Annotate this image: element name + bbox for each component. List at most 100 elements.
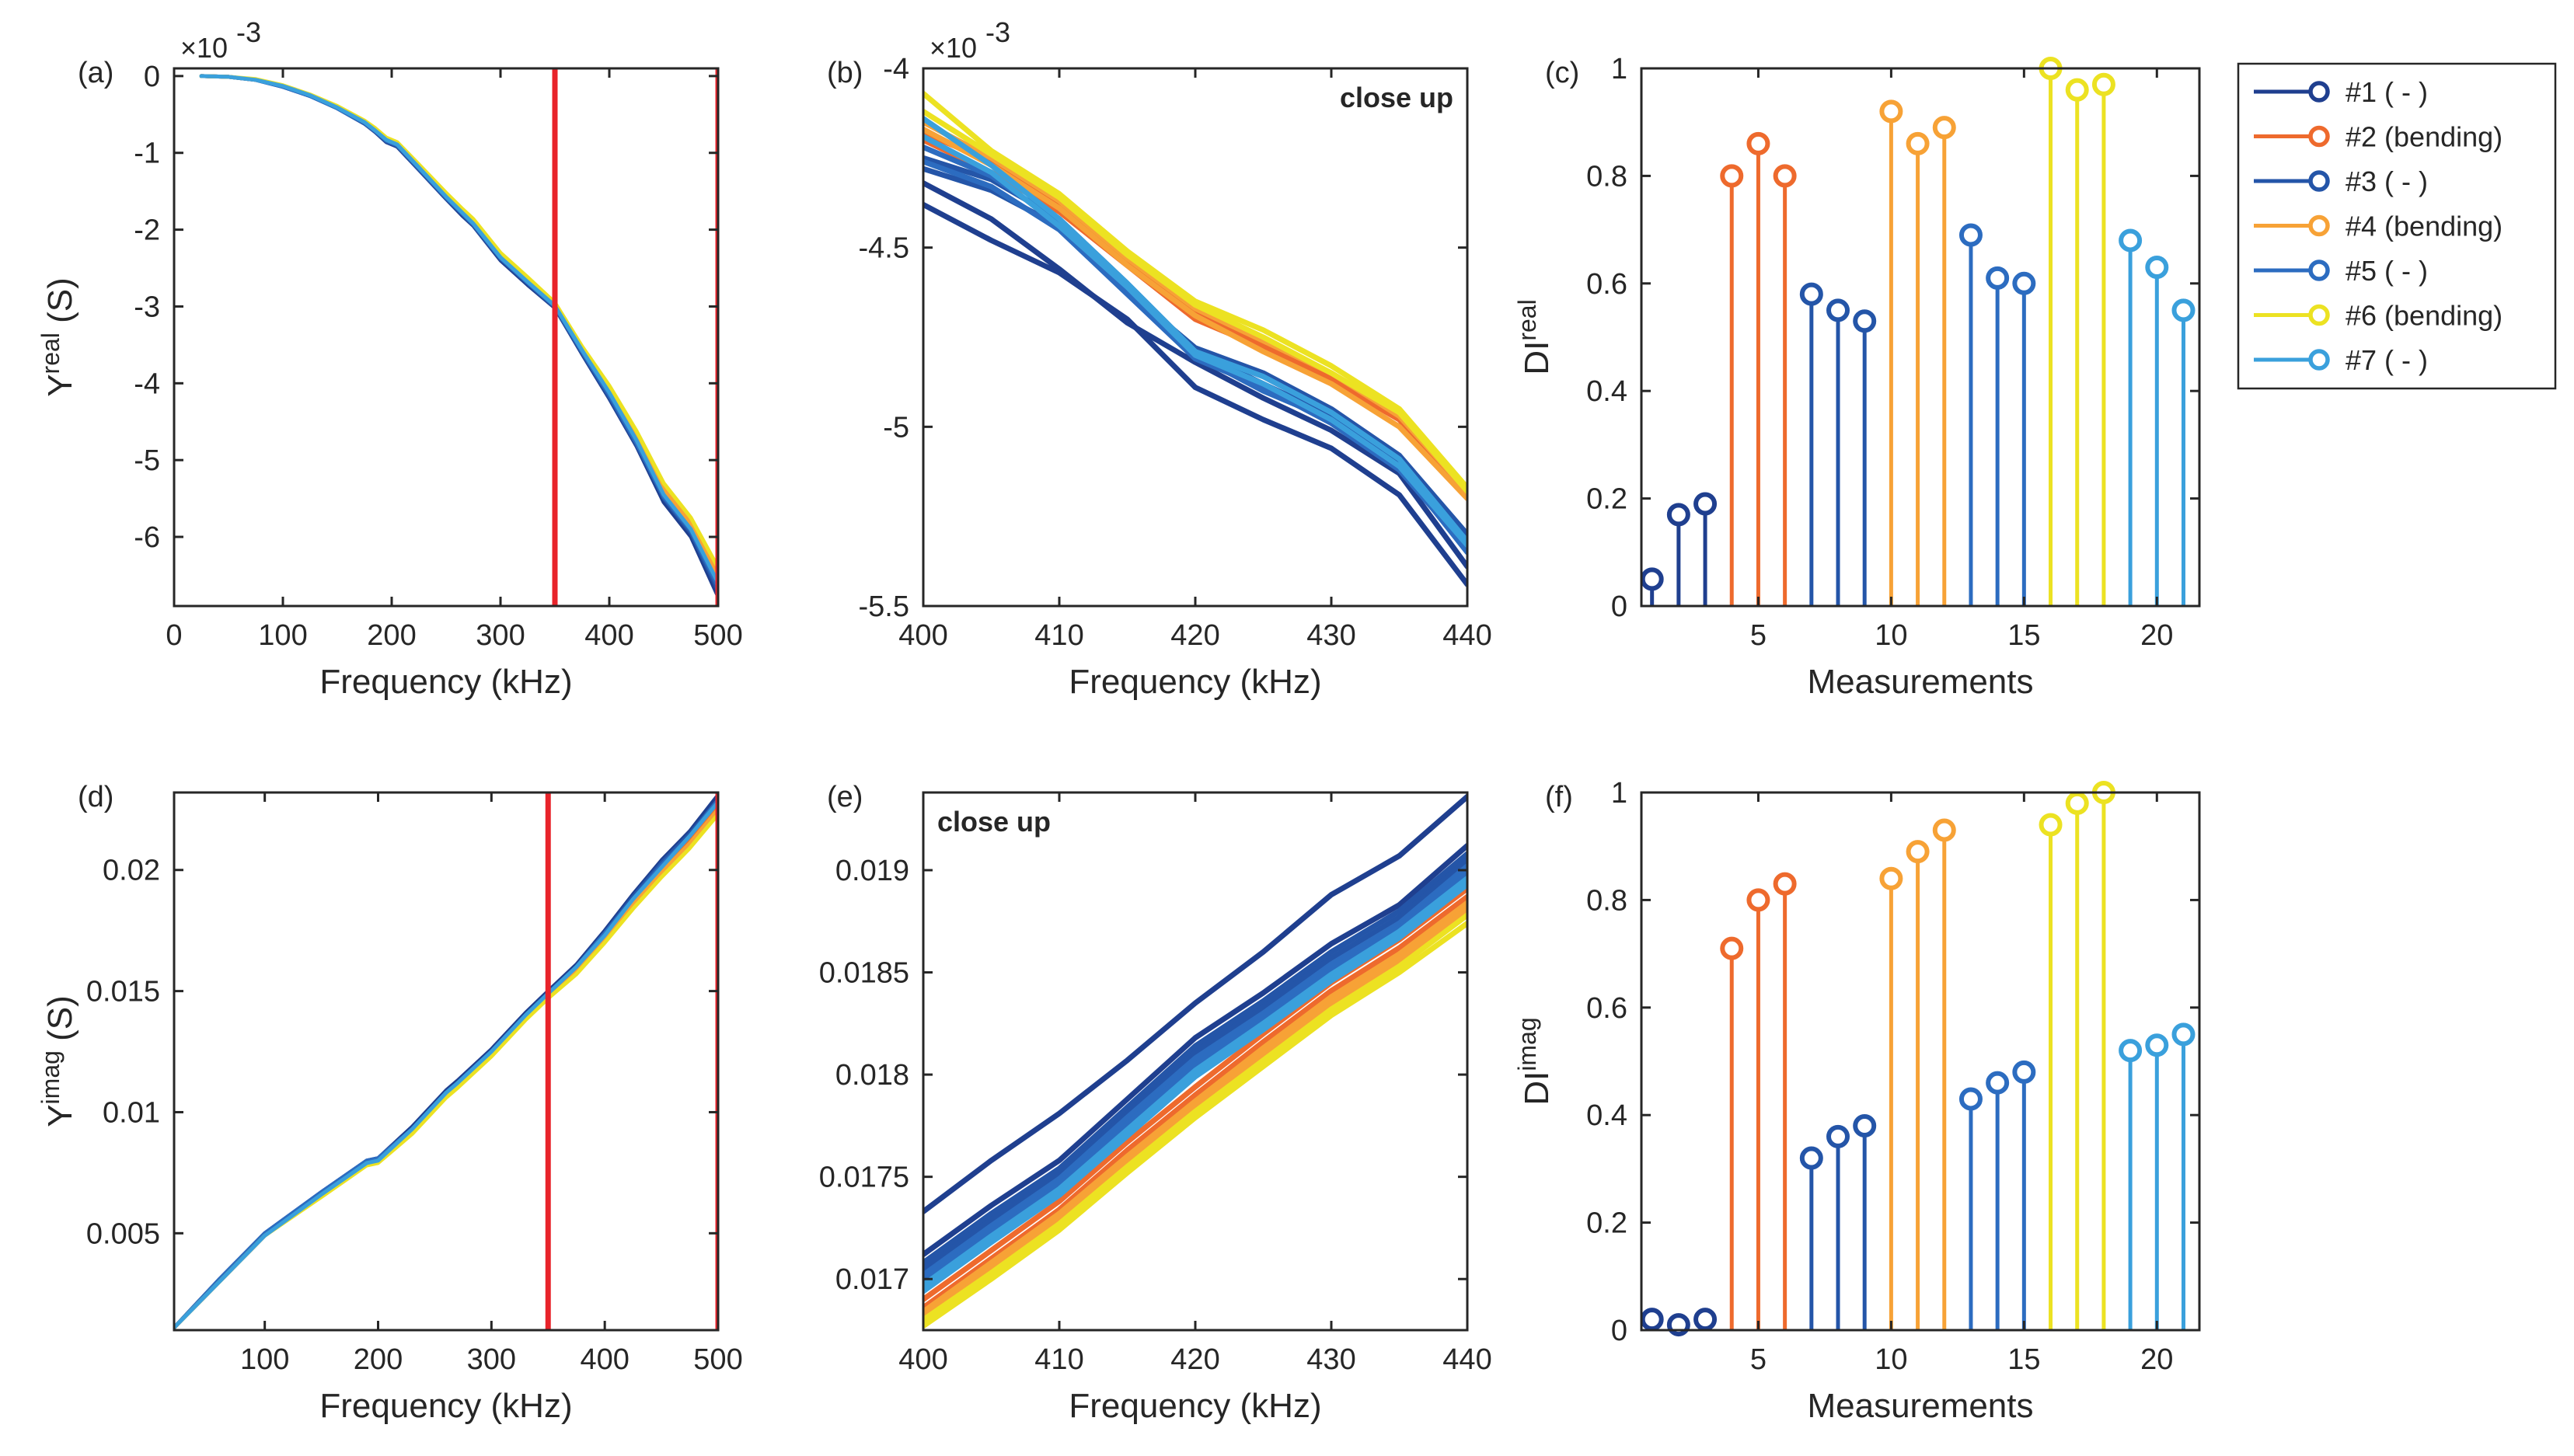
close-up-annotation: close up [937,806,1051,838]
series-line-2 [923,180,1467,570]
series-line-8 [923,906,1467,1319]
x-tick-label: 400 [580,1343,629,1376]
exponent-label: ×10 [930,32,977,64]
legend: #1 ( - ) #2 (bending) #3 ( - ) #4 (bending)… [2237,62,2557,390]
series-line-10 [923,869,1467,1284]
y-tick-label: 0 [144,61,160,93]
y-tick-label: -2 [134,214,160,247]
x-tick-label: 0 [166,619,182,652]
x-tick-label: 400 [898,619,947,652]
series-line-2 [174,805,718,1330]
legend-entry-4: #4 (bending) [2346,211,2502,242]
y-axis-label-unit: (S) [41,995,79,1050]
x-tick-label: 10 [1875,1343,1907,1376]
stem-marker-4 [1720,936,1744,960]
y-axis-label-main: DI [1518,1071,1556,1106]
x-tick-label: 430 [1306,619,1355,652]
y-tick-label: 0.005 [86,1217,160,1250]
x-axis-label: Frequency (kHz) [319,1387,572,1425]
series-line-11 [923,90,1467,491]
y-axis-label-superscript: imag [1513,1017,1541,1071]
y-axis-label-unit: (S) [41,277,79,333]
x-tick-label: 200 [367,619,416,652]
stem-marker-6 [1773,872,1797,896]
x-tick-label: 200 [354,1343,403,1376]
legend-entry-3: #3 ( - ) [2346,165,2428,197]
panel-c: 5 10 15 20 0 0.2 0.4 0.6 0.8 1 Measurements (c) DIre… [1513,53,2201,701]
y-tick-label: 0.0185 [819,957,909,990]
panel-e: 400 410 420 430 440 0.017 0.0175 0.018 0.0185 0.0… [819,781,1492,1425]
stem-marker-5 [1746,131,1770,155]
y-axis-label: Yreal (S) [37,277,79,397]
axes-box [1640,67,2201,608]
y-tick-label: 0.018 [835,1059,909,1092]
legend-entry-5: #5 ( - ) [2346,255,2428,287]
y-axis-label: DIimag [1513,1017,1556,1105]
stem-marker-10 [1879,866,1903,890]
series-line-5 [923,851,1467,1266]
x-tick-label: 300 [476,619,525,652]
stem-marker-1 [1640,567,1664,591]
series-line-5 [174,797,718,1330]
stem-marker-12 [1932,116,1956,140]
panel-label: (e) [827,781,863,813]
series-line-7 [923,900,1467,1315]
legend-marker-7 [2308,349,2330,371]
y-axis-label-main: DI [1518,341,1556,375]
stem-marker-9 [1853,1114,1877,1138]
y-tick-label: 0.6 [1586,268,1627,301]
y-tick-label: 0.01 [103,1096,160,1129]
axes-box [173,67,720,608]
y-tick-label: 0.015 [86,976,160,1008]
y-tick-label: -5 [883,411,909,444]
plot-area [923,90,1467,587]
y-tick-label: 0 [1611,1315,1627,1347]
series-line-12 [923,912,1467,1323]
series-line-2 [923,842,1467,1258]
y-tick-label: 0.4 [1586,1099,1627,1132]
x-tick-label: 440 [1442,1343,1491,1376]
panel-label: (d) [78,781,113,813]
y-tick-label: 0.2 [1586,1207,1627,1240]
stem-marker-8 [1826,298,1850,322]
y-tick-label: -1 [134,138,160,170]
series-line-3 [174,797,718,1330]
x-tick-label: 420 [1170,1343,1219,1376]
stem-marker-3 [1693,492,1718,516]
x-axis-label: Measurements [1807,663,2033,701]
x-tick-label: 15 [2007,619,2040,652]
series-line-14 [923,134,1467,549]
y-tick-label: -4 [883,53,909,85]
plot-area [174,792,718,1330]
x-tick-label: 15 [2007,1343,2040,1376]
series-line-8 [923,126,1467,502]
y-tick-label: 0.4 [1586,375,1627,408]
stem-marker-7 [1799,282,1823,306]
panel-label: (a) [78,57,113,89]
x-tick-label: 400 [584,619,633,652]
y-tick-label: 1 [1611,53,1627,85]
y-tick-label: -5.5 [859,590,909,623]
x-tick-label: 10 [1875,619,1907,652]
x-tick-label: 300 [467,1343,516,1376]
axes-box [1640,791,2201,1332]
x-axis-label: Frequency (kHz) [1069,1387,1321,1425]
x-tick-label: 410 [1034,1343,1083,1376]
panel-a: 0 100 200 300 400 500 0 -1 -2 -3 -4 -5 -6 Frequency (… [37,16,743,701]
stem-marker-9 [1853,309,1877,333]
stem-marker-21 [2171,298,2196,322]
x-tick-label: 5 [1750,619,1767,652]
stem-marker-18 [2091,72,2115,96]
stem-marker-17 [2065,78,2089,102]
stem-marker-7 [1799,1146,1823,1170]
stem-marker-20 [2145,1033,2169,1057]
series-line-11 [923,920,1467,1329]
y-tick-label: -6 [134,521,160,554]
y-tick-label: 1 [1611,777,1627,810]
stem-marker-14 [1986,266,2010,290]
x-tick-label: 5 [1750,1343,1767,1376]
x-tick-label: 100 [240,1343,289,1376]
y-tick-label: 0.0175 [819,1162,909,1194]
x-tick-label: 20 [2140,619,2173,652]
stem-marker-15 [2012,1060,2036,1084]
